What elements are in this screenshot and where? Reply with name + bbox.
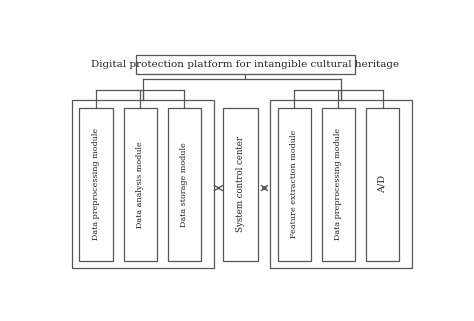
FancyBboxPatch shape [136, 55, 355, 74]
FancyBboxPatch shape [124, 108, 156, 261]
FancyBboxPatch shape [80, 108, 112, 261]
Text: Data preprocessing module: Data preprocessing module [92, 128, 100, 240]
Text: Data analysis module: Data analysis module [136, 141, 144, 228]
FancyBboxPatch shape [366, 108, 399, 261]
FancyBboxPatch shape [322, 108, 355, 261]
Text: Digital protection platform for intangible cultural heritage: Digital protection platform for intangib… [91, 60, 400, 69]
Text: Feature extraction module: Feature extraction module [291, 130, 298, 239]
Text: Data preprocessing module: Data preprocessing module [335, 128, 342, 240]
FancyBboxPatch shape [278, 108, 311, 261]
Text: A/D: A/D [378, 175, 387, 194]
FancyBboxPatch shape [168, 108, 201, 261]
Text: System control center: System control center [237, 136, 246, 232]
FancyBboxPatch shape [271, 100, 412, 268]
FancyBboxPatch shape [223, 108, 258, 261]
Text: Data storage module: Data storage module [180, 142, 188, 227]
FancyBboxPatch shape [72, 100, 213, 268]
